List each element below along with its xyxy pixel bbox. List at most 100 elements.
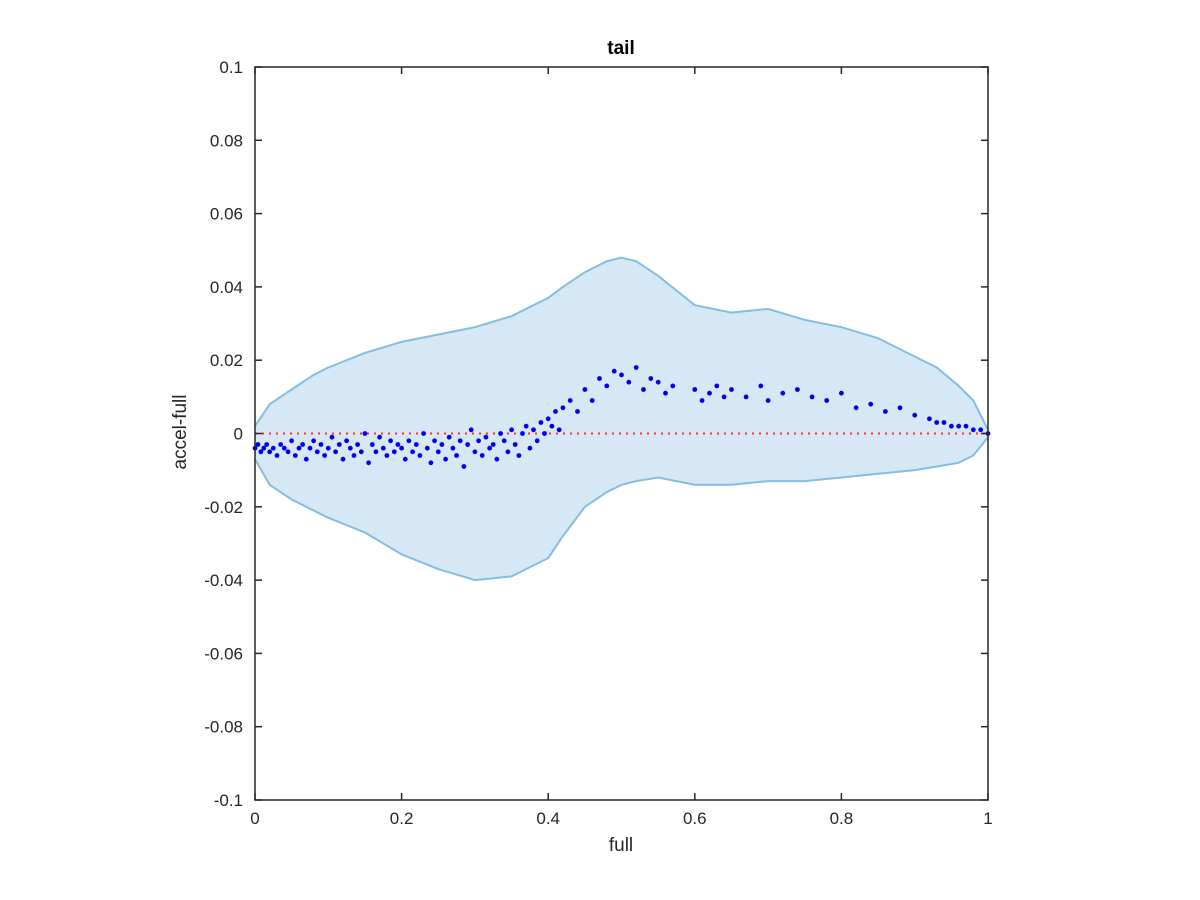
y-tick-label: -0.02 [204, 498, 243, 517]
data-point [626, 379, 632, 385]
data-point [780, 390, 786, 396]
x-tick-label: 0.4 [536, 809, 560, 828]
data-point [395, 442, 401, 447]
data-point [380, 445, 386, 451]
x-tick-label: 0.6 [683, 809, 707, 828]
x-axis-label: full [609, 835, 633, 856]
data-point [446, 434, 452, 440]
data-point [582, 387, 588, 392]
data-point [509, 427, 514, 433]
band-area [255, 257, 988, 581]
data-point [978, 427, 984, 433]
data-point [476, 438, 481, 444]
scatter-points [252, 365, 991, 469]
data-point [454, 453, 459, 458]
data-point [388, 438, 393, 444]
data-point [413, 442, 419, 447]
data-point [611, 368, 617, 374]
data-point [285, 449, 291, 455]
data-point [490, 442, 496, 447]
data-point [318, 442, 324, 447]
y-tick-label: -0.1 [214, 791, 243, 810]
data-point [314, 449, 320, 455]
data-point [281, 445, 287, 451]
data-point [970, 427, 976, 433]
data-point [274, 453, 280, 458]
data-point [402, 456, 408, 462]
y-tick-label: 0.02 [210, 351, 243, 370]
data-point [545, 416, 551, 422]
data-point [391, 449, 397, 455]
data-point [531, 427, 536, 433]
x-tick-label: 0.8 [830, 809, 854, 828]
data-point [868, 401, 874, 407]
data-point [494, 456, 500, 462]
band-upper-edge [254, 256, 989, 431]
data-point [670, 383, 676, 389]
data-point [520, 431, 525, 436]
data-point [714, 383, 720, 389]
data-point [963, 423, 969, 429]
data-point [483, 434, 489, 440]
data-point [258, 449, 264, 455]
data-point [384, 453, 390, 458]
data-point [479, 453, 485, 458]
y-tick-label: 0 [234, 425, 243, 444]
data-point [765, 398, 771, 403]
y-tick-label: 0.04 [210, 278, 243, 297]
data-point [692, 387, 698, 392]
data-point [424, 445, 430, 451]
data-point [300, 442, 305, 447]
data-point [501, 438, 507, 444]
data-point [912, 412, 918, 418]
data-point [261, 445, 267, 451]
data-point [366, 460, 371, 466]
data-point [743, 394, 749, 400]
data-point [307, 445, 313, 451]
data-point [336, 442, 342, 447]
data-point [839, 390, 844, 396]
data-point [421, 431, 426, 436]
y-tick-label: -0.06 [204, 644, 243, 663]
data-point [303, 456, 309, 462]
data-point [432, 438, 437, 444]
data-point [809, 394, 815, 400]
data-point [538, 420, 544, 425]
data-point [949, 423, 954, 429]
data-point [292, 453, 298, 458]
data-point [927, 416, 932, 422]
data-point [556, 427, 562, 433]
data-point [941, 420, 947, 425]
y-axis-label: accel-full [170, 395, 191, 470]
data-point [450, 445, 456, 451]
x-tick-label: 0 [250, 809, 259, 828]
data-point [362, 431, 368, 436]
data-point [527, 445, 533, 451]
data-point [758, 383, 764, 389]
data-point [597, 376, 602, 381]
data-point [707, 390, 712, 396]
x-tick-label: 0.2 [390, 809, 414, 828]
data-point [824, 398, 830, 403]
data-point [956, 423, 962, 429]
data-point [589, 398, 595, 403]
y-tick-label: -0.08 [204, 718, 243, 737]
data-point [417, 453, 423, 458]
data-point [619, 372, 624, 378]
data-point [465, 442, 470, 447]
data-point [604, 383, 610, 389]
data-point [325, 445, 331, 451]
y-tick-label: 0.1 [219, 58, 243, 77]
data-point [542, 431, 547, 436]
data-point [516, 453, 522, 458]
data-point [655, 379, 661, 385]
data-point [457, 438, 463, 444]
data-point [567, 398, 573, 403]
data-point [560, 405, 566, 411]
data-point [344, 438, 349, 444]
data-point [443, 456, 448, 462]
data-point [351, 453, 357, 458]
data-point [410, 449, 415, 455]
axis-ticks: 0 0.2 0.4 0.6 0.8 1 -0.1 -0.08 -0.06 -0.04 -0.02 0 0… [204, 58, 992, 828]
